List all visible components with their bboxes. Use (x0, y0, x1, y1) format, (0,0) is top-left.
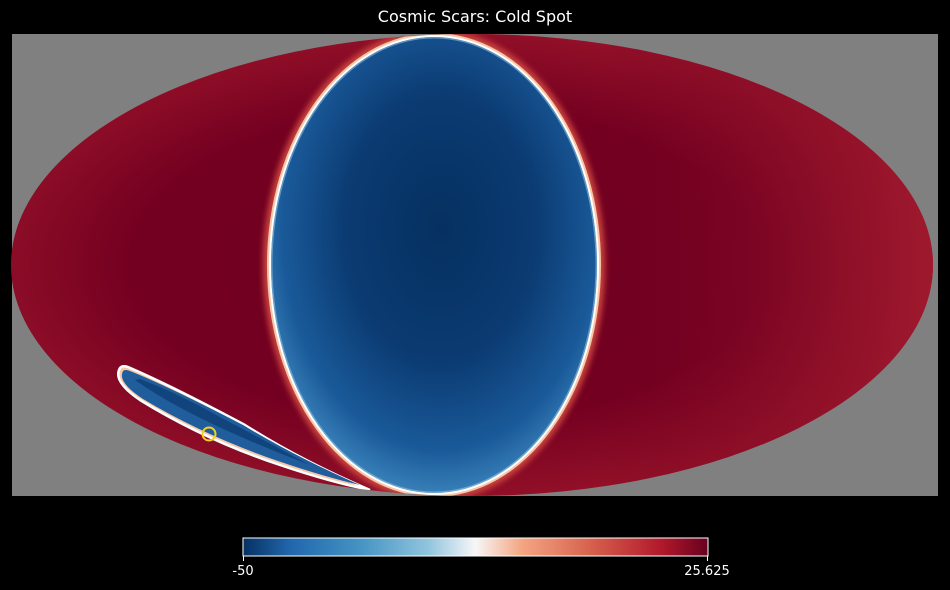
colorbar (242, 537, 709, 557)
colorbar-max-label: 25.625 (684, 564, 730, 579)
cold-spot-marker (201, 426, 217, 442)
chart-title: Cosmic Scars: Cold Spot (377, 7, 573, 26)
sky-projection (11, 34, 933, 496)
colorbar-min-label: -50 (232, 564, 254, 579)
cold-lobe-central (271, 37, 597, 493)
